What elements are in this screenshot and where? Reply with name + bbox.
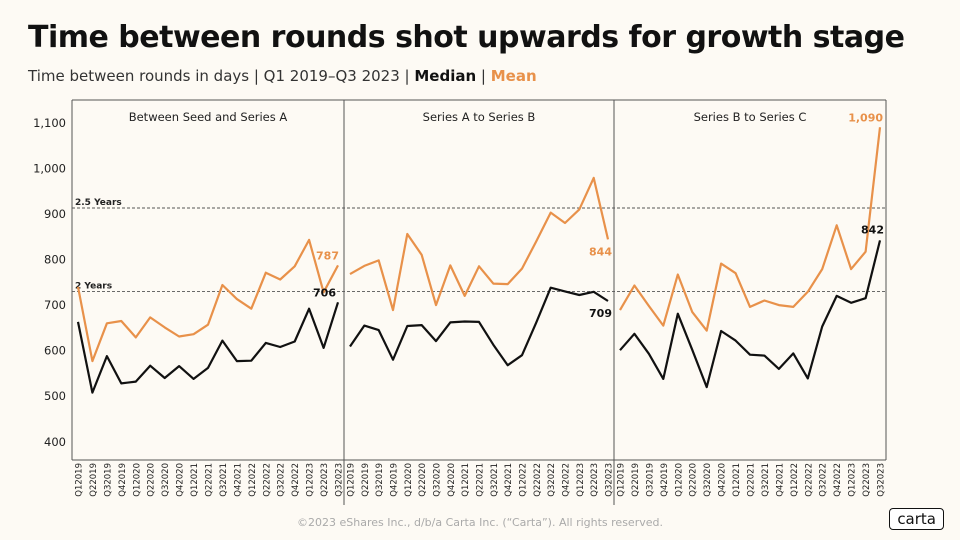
y-tick-label: 900 bbox=[44, 207, 66, 221]
median-line bbox=[349, 286, 609, 367]
median-line bbox=[76, 301, 340, 394]
x-tick-label: Q22021 bbox=[476, 463, 486, 497]
x-tick-label: Q42021 bbox=[504, 463, 514, 497]
x-tick-label: Q22020 bbox=[147, 463, 157, 497]
x-tick-label: Q12022 bbox=[519, 463, 529, 497]
x-tick-label: Q32021 bbox=[219, 463, 229, 497]
y-tick-label: 600 bbox=[44, 344, 66, 358]
mean-line bbox=[76, 238, 339, 363]
mean-end-label: 1,090 bbox=[848, 111, 883, 124]
x-tick-label: Q42022 bbox=[291, 463, 301, 497]
panel-title: Between Seed and Series A bbox=[129, 110, 288, 124]
mean-end-label: 844 bbox=[589, 245, 612, 258]
x-tick-label: Q42020 bbox=[176, 463, 186, 497]
x-tick-label: Q12019 bbox=[75, 463, 85, 497]
x-tick-label: Q22023 bbox=[590, 463, 600, 497]
y-tick-label: 1,100 bbox=[33, 116, 66, 130]
x-tick-label: Q32023 bbox=[877, 463, 887, 497]
mean-line bbox=[349, 176, 610, 312]
y-tick-label: 400 bbox=[44, 435, 66, 449]
panel-title: Series A to Series B bbox=[423, 110, 536, 124]
x-tick-label: Q32020 bbox=[161, 463, 171, 497]
y-tick-label: 700 bbox=[44, 298, 66, 312]
x-tick-label: Q22020 bbox=[689, 463, 699, 497]
chart-title: Time between rounds shot upwards for gro… bbox=[28, 20, 905, 55]
x-tick-label: Q32019 bbox=[645, 463, 655, 497]
x-tick-label: Q32019 bbox=[375, 463, 385, 497]
x-tick-label: Q42020 bbox=[447, 463, 457, 497]
x-tick-label: Q32023 bbox=[605, 463, 615, 497]
x-tick-label: Q42022 bbox=[833, 463, 843, 497]
x-tick-label: Q42019 bbox=[390, 463, 400, 497]
median-line bbox=[619, 240, 882, 389]
x-tick-label: Q12019 bbox=[347, 463, 357, 497]
median-end-label: 709 bbox=[589, 307, 612, 320]
x-tick-label: Q12022 bbox=[790, 463, 800, 497]
x-tick-label: Q22021 bbox=[205, 463, 215, 497]
x-tick-label: Q22019 bbox=[631, 463, 641, 497]
x-tick-label: Q32023 bbox=[335, 463, 345, 497]
x-tick-label: Q22023 bbox=[320, 463, 330, 497]
x-tick-label: Q22021 bbox=[747, 463, 757, 497]
legend-mean: Mean bbox=[490, 67, 537, 85]
x-tick-label: Q22022 bbox=[804, 463, 814, 497]
x-tick-label: Q42019 bbox=[118, 463, 128, 497]
x-tick-label: Q12020 bbox=[674, 463, 684, 497]
carta-logo: carta bbox=[889, 508, 944, 530]
x-tick-label: Q12021 bbox=[732, 463, 742, 497]
x-tick-label: Q12023 bbox=[848, 463, 858, 497]
x-tick-label: Q22022 bbox=[262, 463, 272, 497]
x-tick-label: Q12021 bbox=[461, 463, 471, 497]
median-end-label: 842 bbox=[861, 223, 884, 236]
x-tick-label: Q32022 bbox=[547, 463, 557, 497]
x-tick-label: Q12020 bbox=[132, 463, 142, 497]
y-tick-label: 800 bbox=[44, 252, 66, 266]
x-tick-label: Q32020 bbox=[433, 463, 443, 497]
y-tick-label: 1,000 bbox=[33, 161, 66, 175]
x-tick-label: Q42019 bbox=[660, 463, 670, 497]
x-tick-label: Q42021 bbox=[233, 463, 243, 497]
x-tick-label: Q12022 bbox=[248, 463, 258, 497]
x-tick-label: Q32021 bbox=[761, 463, 771, 497]
x-tick-label: Q22019 bbox=[361, 463, 371, 497]
legend-separator: | bbox=[476, 67, 491, 85]
y-tick-label: 500 bbox=[44, 389, 66, 403]
mean-end-label: 787 bbox=[316, 249, 339, 262]
mean-line bbox=[619, 127, 882, 332]
x-tick-label: Q12020 bbox=[404, 463, 414, 497]
x-tick-label: Q22020 bbox=[418, 463, 428, 497]
x-tick-label: Q32021 bbox=[490, 463, 500, 497]
x-tick-label: Q42022 bbox=[562, 463, 572, 497]
subtitle-text: Time between rounds in days | Q1 2019–Q3… bbox=[28, 67, 415, 85]
chart-subtitle: Time between rounds in days | Q1 2019–Q3… bbox=[28, 67, 537, 85]
x-tick-label: Q42021 bbox=[775, 463, 785, 497]
x-tick-label: Q22023 bbox=[862, 463, 872, 497]
panel-title: Series B to Series C bbox=[694, 110, 807, 124]
x-tick-label: Q32019 bbox=[103, 463, 113, 497]
copyright-footer: ©2023 eShares Inc., d/b/a Carta Inc. (“C… bbox=[297, 516, 663, 529]
x-tick-label: Q22022 bbox=[533, 463, 543, 497]
x-tick-label: Q32020 bbox=[703, 463, 713, 497]
x-tick-label: Q42020 bbox=[718, 463, 728, 497]
reference-line-label: 2 Years bbox=[75, 281, 112, 291]
median-end-label: 706 bbox=[313, 286, 336, 299]
x-tick-label: Q12021 bbox=[190, 463, 200, 497]
x-tick-label: Q22019 bbox=[89, 463, 99, 497]
x-tick-label: Q12023 bbox=[576, 463, 586, 497]
x-tick-label: Q12023 bbox=[306, 463, 316, 497]
x-tick-label: Q12019 bbox=[617, 463, 627, 497]
x-tick-label: Q32022 bbox=[277, 463, 287, 497]
x-tick-label: Q32022 bbox=[819, 463, 829, 497]
reference-line-label: 2.5 Years bbox=[75, 198, 122, 208]
legend-median: Median bbox=[414, 67, 477, 85]
